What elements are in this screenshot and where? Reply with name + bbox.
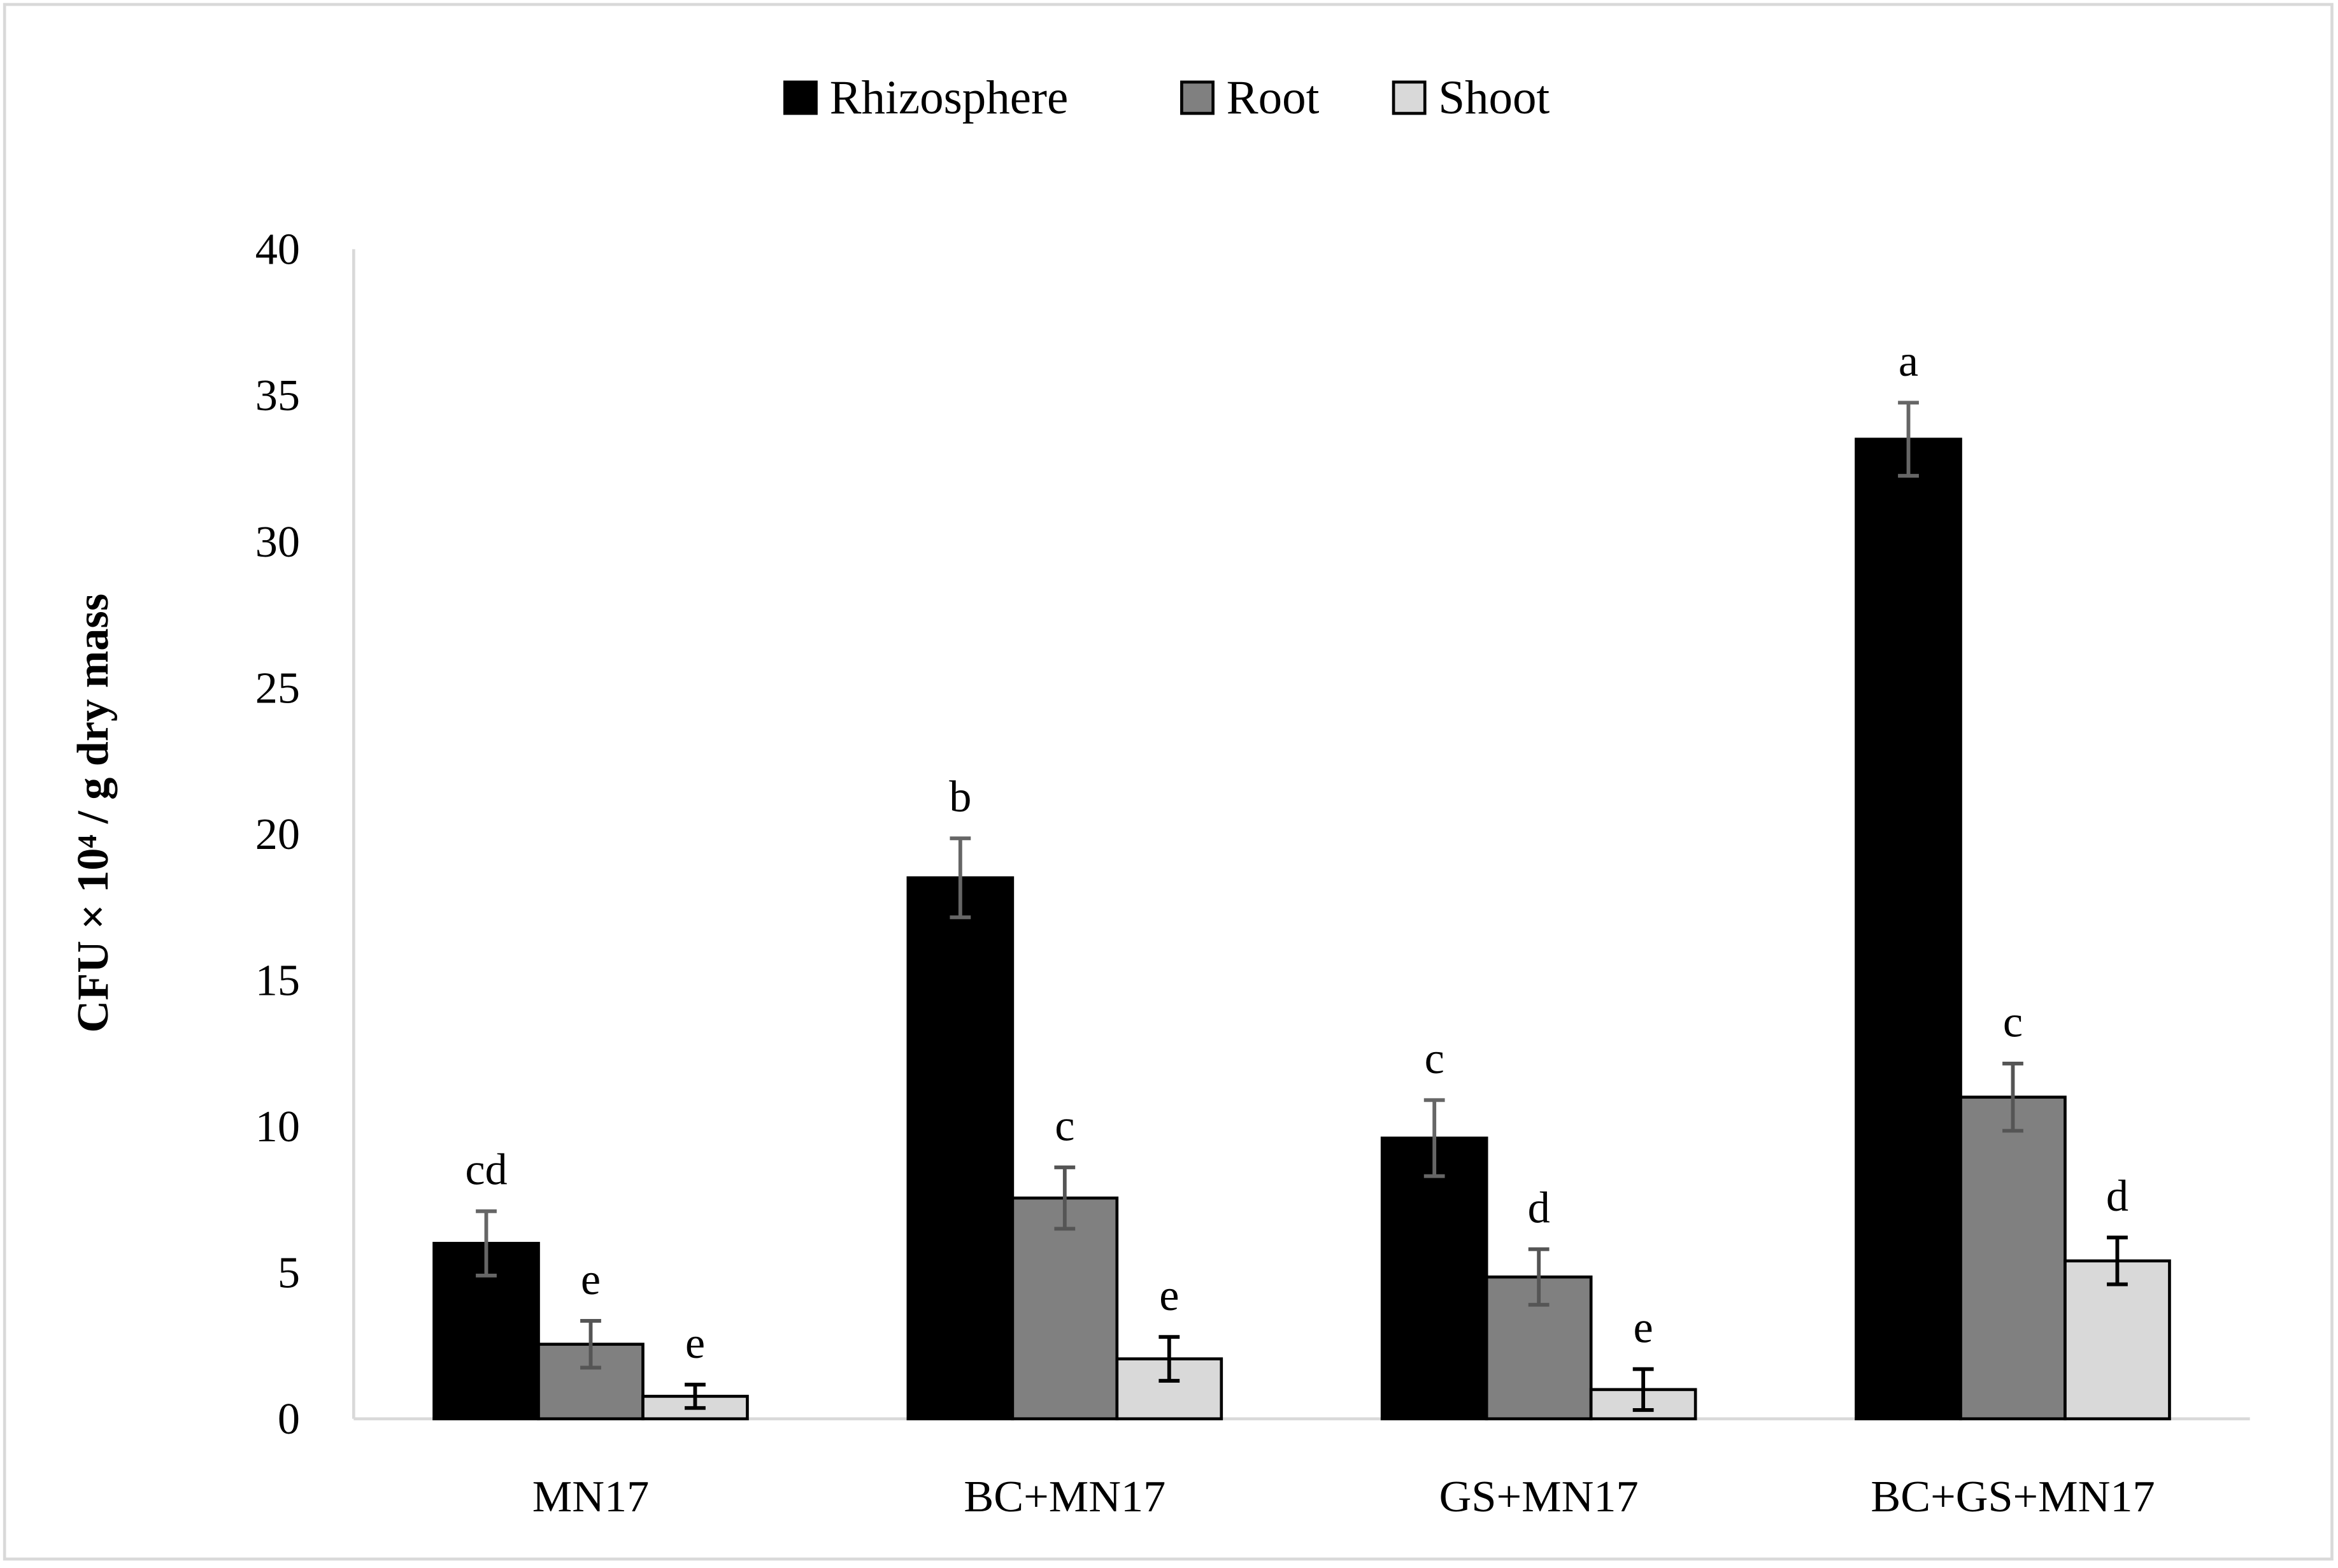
y-tick-label: 35 xyxy=(255,371,300,420)
bar-root xyxy=(1959,1095,2067,1421)
y-tick-label: 30 xyxy=(255,517,300,567)
y-tick-label: 40 xyxy=(255,225,300,274)
y-tick-label: 0 xyxy=(278,1394,300,1444)
bar-root xyxy=(537,1343,645,1421)
significance-label: a xyxy=(1899,336,1918,386)
significance-label: e xyxy=(1634,1303,1653,1353)
axes: 0 5 10 15 20 25 30 35 40 MN17 BC+MN17 GS+MN17 BC+GS+… xyxy=(255,225,2250,1522)
legend-label-shoot: Shoot xyxy=(1438,71,1550,124)
bar-rhizosphere xyxy=(1380,1136,1488,1421)
y-tick-label: 20 xyxy=(255,809,300,859)
legend-label-root: Root xyxy=(1227,71,1320,124)
significance-label: c xyxy=(2003,997,2023,1047)
legend-label-rhizosphere: Rhizosphere xyxy=(830,71,1069,124)
significance-label: e xyxy=(1159,1271,1179,1320)
y-tick-label: 15 xyxy=(255,955,300,1005)
x-tick-label: GS+MN17 xyxy=(1439,1472,1639,1522)
x-tick-label: BC+GS+MN17 xyxy=(1871,1472,2155,1522)
significance-label: e xyxy=(581,1255,601,1304)
significance-label: b xyxy=(949,772,971,822)
significance-label: d xyxy=(2106,1171,2128,1221)
legend-swatch-shoot xyxy=(1392,80,1427,115)
significance-label: cd xyxy=(465,1145,507,1195)
bar-root xyxy=(1011,1196,1119,1421)
legend: Rhizosphere Root Shoot xyxy=(783,71,1550,124)
bar-rhizosphere xyxy=(906,876,1015,1421)
y-axis-label: CFU × 10⁴ / g dry mass xyxy=(68,594,118,1033)
x-tick-label: BC+MN17 xyxy=(964,1472,1165,1522)
y-tick-label: 25 xyxy=(255,663,300,713)
legend-swatch-root xyxy=(1180,80,1215,115)
legend-swatch-rhizosphere xyxy=(783,80,818,115)
significance-label: c xyxy=(1055,1101,1074,1151)
bar-shoot xyxy=(2064,1259,2171,1421)
y-tick-label: 5 xyxy=(278,1248,300,1298)
significance-label: d xyxy=(1528,1183,1550,1232)
significance-label: c xyxy=(1425,1034,1444,1083)
significance-label: e xyxy=(685,1318,705,1368)
y-tick-label: 10 xyxy=(255,1102,300,1151)
x-tick-label: MN17 xyxy=(532,1472,650,1522)
bar-rhizosphere xyxy=(1855,438,1962,1421)
